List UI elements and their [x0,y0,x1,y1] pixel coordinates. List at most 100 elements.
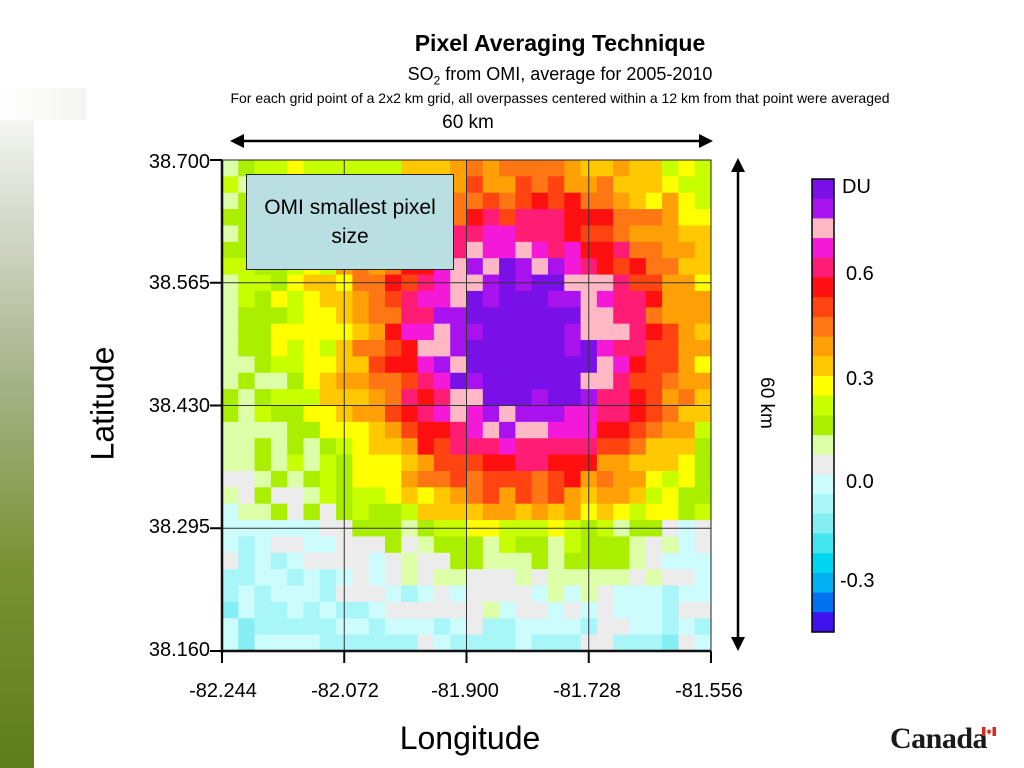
heatmap-cell [645,290,663,308]
heatmap-cell [596,438,614,455]
heatmap-cell [352,634,370,652]
heatmap-cell [678,290,696,308]
heatmap-cell [596,421,614,439]
heatmap-cell [466,405,484,423]
heatmap-cell [450,389,467,406]
heatmap-cell [629,307,647,325]
heatmap-cell [499,372,516,390]
heatmap-cell [466,290,484,308]
heatmap-cell [368,405,386,423]
heatmap-cell [548,307,565,325]
heatmap-cell [303,536,321,554]
heatmap-cell [254,503,272,521]
heatmap-cell [548,585,565,603]
heatmap-cell [629,536,647,554]
heatmap-cell [270,454,288,472]
heatmap-cell [287,470,304,488]
heatmap-cell [238,160,255,177]
heatmap-cell [515,618,533,636]
heatmap-cell [433,356,451,374]
colorbar-swatch [812,297,834,318]
heatmap-cell [401,536,418,554]
heatmap-cell [450,290,467,308]
heatmap-cell [564,241,581,259]
heatmap-cell [531,307,549,325]
heatmap-cell [613,290,630,308]
heatmap-cell [596,176,614,194]
heatmap-cell [499,503,516,521]
heatmap-cell [319,340,337,357]
heatmap-cell [222,454,239,472]
heatmap-cell [662,569,679,586]
heatmap-cell [287,503,304,521]
heatmap-cell [417,503,435,521]
heatmap-cell [352,585,370,603]
heatmap-cell [629,290,647,308]
heatmap-cell [270,487,288,505]
heatmap-cell [678,372,696,390]
heatmap-cell [629,454,647,472]
heatmap-cell [238,323,255,341]
heatmap-cell [319,601,337,619]
heatmap-cell [499,634,516,652]
heatmap-cell [270,421,288,439]
heatmap-cell [222,585,239,603]
heatmap-cell [433,454,451,472]
y-tick-label: 38.295 [148,516,210,538]
chart-title: Pixel Averaging Technique [414,30,706,56]
heatmap-cell [450,160,467,177]
heatmap-cell [222,601,239,619]
heatmap-cell [352,372,370,390]
heatmap-cell [466,569,484,586]
heatmap-cell [433,372,451,390]
heatmap-cell [352,470,370,488]
colorbar-swatch [812,336,834,357]
heatmap-cell [222,323,239,341]
heatmap-cell [254,585,272,603]
heatmap-cell [482,176,500,194]
heatmap-cell [531,487,549,505]
heatmap-cell [482,601,500,619]
heatmap-cell [613,176,630,194]
heatmap-cell [548,618,565,636]
heatmap-cell [319,569,337,586]
heatmap-cell [287,356,304,374]
heatmap-cell [596,487,614,505]
heatmap-cell [352,618,370,636]
heatmap-cell [466,225,484,243]
heatmap-cell [564,601,581,619]
heatmap-cell [319,405,337,423]
heatmap-cell [662,356,679,374]
heatmap-cell [645,569,663,586]
colorbar-swatch [812,257,834,278]
heatmap-cell [694,290,712,308]
heatmap-cell [368,634,386,652]
heatmap-cell [401,585,418,603]
heatmap-cell [629,487,647,505]
heatmap-cell [450,634,467,652]
heatmap-cell [531,585,549,603]
heatmap-cell [645,176,663,194]
heatmap-cell [678,634,696,652]
heatmap-cell [222,552,239,570]
heatmap-cell [613,192,630,210]
heatmap-cell [499,241,516,259]
heatmap-cell [694,634,712,652]
heatmap-cell [629,601,647,619]
heatmap-cell [531,225,549,243]
heatmap-cell [482,258,500,275]
heatmap-cell [450,372,467,390]
heatmap-cell [662,552,679,570]
heatmap-cell [515,241,533,259]
heatmap-cell [596,356,614,374]
heatmap-cell [515,389,533,406]
heatmap-cell [287,340,304,357]
heatmap-cell [694,421,712,439]
x-tick-label: -81.556 [675,680,743,702]
heatmap-cell [303,618,321,636]
subtitle-subscript: 2 [433,73,441,88]
heatmap-cell [482,307,500,325]
heatmap-cell [499,618,516,636]
heatmap-cell [433,503,451,521]
heatmap-cell [222,503,239,521]
